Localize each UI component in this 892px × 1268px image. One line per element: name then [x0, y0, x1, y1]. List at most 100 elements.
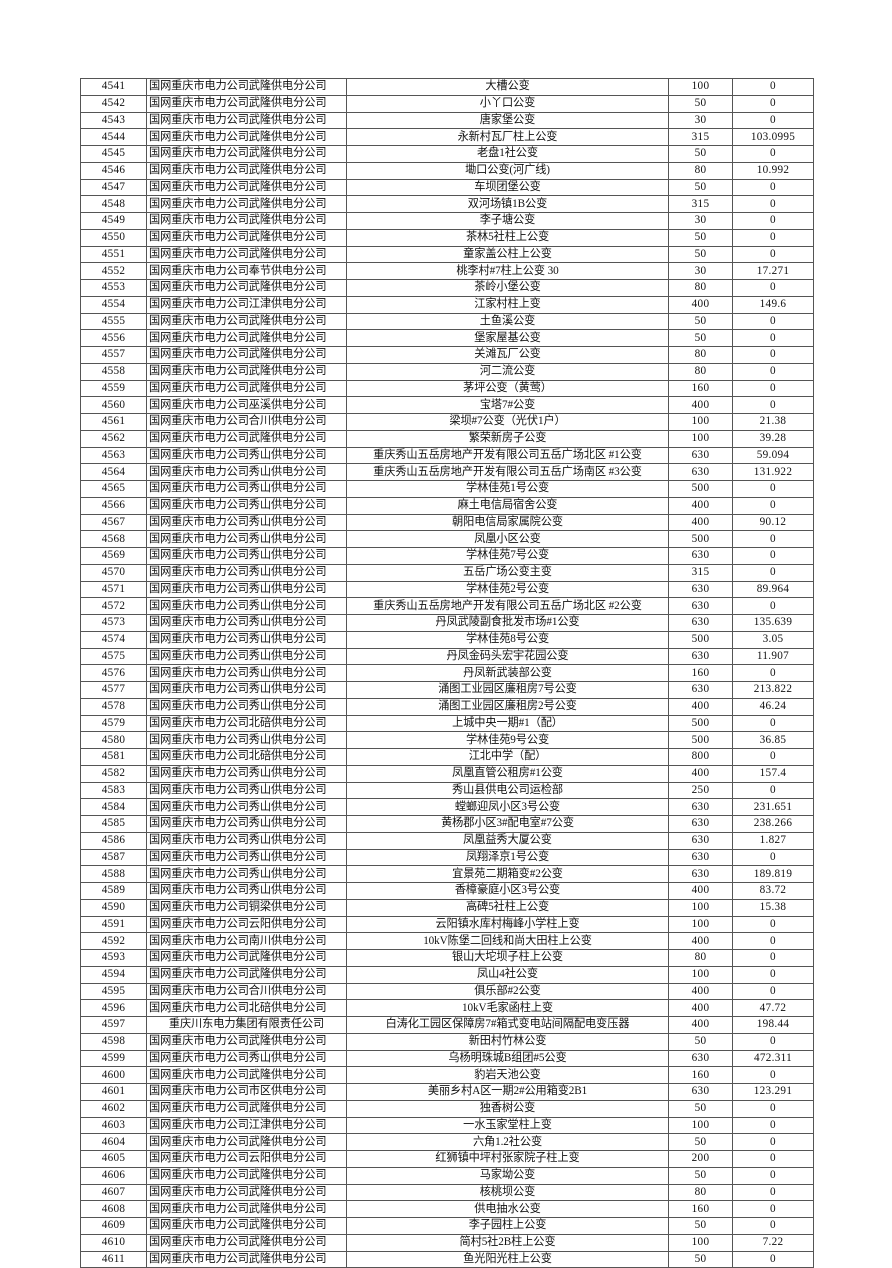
- cell-value: 472.311: [732, 1049, 814, 1068]
- cell-capacity: 100: [668, 898, 733, 917]
- table-row: 4580 国网重庆市电力公司秀山供电分公司 学林佳苑9号公变 500 36.85: [80, 731, 814, 749]
- cell-value: 0: [732, 848, 814, 867]
- table-row: 4567 国网重庆市电力公司秀山供电分公司 朝阳电信局家属院公变 400 90.12: [80, 513, 814, 532]
- cell-index: 4597: [80, 1016, 147, 1034]
- cell-company: 国网重庆市电力公司武隆供电分公司: [146, 1166, 347, 1185]
- cell-name: 茶岭小堡公变: [346, 279, 669, 297]
- cell-name: 土鱼溪公变: [346, 312, 669, 331]
- table-row: 4610 国网重庆市电力公司武隆供电分公司 简村5社2B柱上公变 100 7.22: [80, 1233, 814, 1252]
- cell-index: 4593: [80, 949, 147, 967]
- cell-index: 4555: [80, 312, 147, 331]
- cell-capacity: 630: [668, 1049, 733, 1068]
- cell-company: 国网重庆市电力公司武隆供电分公司: [146, 94, 347, 113]
- cell-index: 4588: [80, 865, 147, 883]
- table-row: 4542 国网重庆市电力公司武隆供电分公司 小丫口公变 50 0: [80, 94, 814, 113]
- cell-name: 云阳镇水库村梅峰小学柱上变: [346, 915, 669, 934]
- table-row: 4579 国网重庆市电力公司北碚供电分公司 上城中央一期#1（配） 500 0: [80, 714, 814, 733]
- cell-name: 重庆秀山五岳房地产开发有限公司五岳广场南区 #3公变: [346, 463, 669, 481]
- cell-value: 0: [732, 949, 814, 967]
- cell-value: 213.822: [732, 681, 814, 699]
- cell-capacity: 315: [668, 563, 733, 582]
- cell-name: 宜景苑二期箱变#2公变: [346, 865, 669, 883]
- table-row: 4599 国网重庆市电力公司秀山供电分公司 乌杨明珠城B组团#5公变 630 472.3…: [80, 1049, 814, 1068]
- cell-value: 238.266: [732, 815, 814, 833]
- cell-index: 4608: [80, 1200, 147, 1218]
- cell-index: 4570: [80, 563, 147, 582]
- cell-index: 4580: [80, 731, 147, 749]
- cell-name: 凤凰益秀大厦公变: [346, 831, 669, 850]
- cell-value: 198.44: [732, 1016, 814, 1034]
- cell-index: 4567: [80, 513, 147, 532]
- table-row: 4547 国网重庆市电力公司武隆供电分公司 车坝团堡公变 50 0: [80, 178, 814, 197]
- cell-index: 4601: [80, 1083, 147, 1101]
- cell-capacity: 630: [668, 681, 733, 699]
- cell-capacity: 630: [668, 580, 733, 599]
- table-row: 4562 国网重庆市电力公司武隆供电分公司 繁荣新房子公变 100 39.28: [80, 429, 814, 448]
- table-body: 4541 国网重庆市电力公司武隆供电分公司 大槽公变 100 0 4542 国网重庆市电力公…: [80, 78, 814, 1268]
- cell-name: 重庆秀山五岳房地产开发有限公司五岳广场北区 #1公变: [346, 446, 669, 465]
- cell-name: 涌图工业园区廉租房7号公变: [346, 681, 669, 699]
- cell-name: 秀山县供电公司运检部: [346, 781, 669, 800]
- cell-company: 国网重庆市电力公司武隆供电分公司: [146, 379, 347, 398]
- cell-capacity: 400: [668, 295, 733, 314]
- cell-company: 国网重庆市电力公司秀山供电分公司: [146, 664, 347, 682]
- table-row: 4552 国网重庆市电力公司奉节供电分公司 桃李村#7柱上公变 30 30 17.271: [80, 262, 814, 280]
- cell-name: 五岳广场公变主变: [346, 563, 669, 582]
- cell-value: 0: [732, 1066, 814, 1084]
- cell-capacity: 100: [668, 1233, 733, 1252]
- table-row: 4592 国网重庆市电力公司南川供电分公司 10kV陈堡二回线和尚大田柱上公变 400…: [80, 932, 814, 950]
- cell-name: 堡家屋基公变: [346, 329, 669, 347]
- cell-name: 小丫口公变: [346, 94, 669, 113]
- cell-capacity: 400: [668, 982, 733, 1001]
- cell-capacity: 630: [668, 463, 733, 481]
- cell-index: 4557: [80, 346, 147, 364]
- cell-value: 0: [732, 228, 814, 247]
- cell-index: 4572: [80, 597, 147, 615]
- cell-name: 黄杨郡小区3#配电室#7公变: [346, 815, 669, 833]
- cell-value: 0: [732, 1183, 814, 1202]
- cell-value: 0: [732, 965, 814, 984]
- cell-capacity: 630: [668, 446, 733, 465]
- cell-name: 茶林5社柱上公变: [346, 228, 669, 247]
- cell-name: 朝阳电信局家属院公变: [346, 513, 669, 532]
- table-row: 4546 国网重庆市电力公司武隆供电分公司 墈口公变(河广线) 80 10.992: [80, 161, 814, 180]
- cell-name: 梁坝#7公变（光伏1户）: [346, 413, 669, 431]
- cell-company: 国网重庆市电力公司武隆供电分公司: [146, 1217, 347, 1235]
- table-row: 4595 国网重庆市电力公司合川供电分公司 俱乐部#2公变 400 0: [80, 982, 814, 1001]
- cell-company: 国网重庆市电力公司武隆供电分公司: [146, 1066, 347, 1084]
- cell-capacity: 100: [668, 965, 733, 984]
- cell-company: 国网重庆市电力公司铜梁供电分公司: [146, 898, 347, 917]
- cell-name: 麻土电信局宿舍公变: [346, 496, 669, 515]
- cell-value: 0: [732, 781, 814, 800]
- cell-company: 国网重庆市电力公司江津供电分公司: [146, 295, 347, 314]
- cell-value: 0: [732, 547, 814, 565]
- table-row: 4568 国网重庆市电力公司秀山供电分公司 凤凰小区公变 500 0: [80, 530, 814, 548]
- table-row: 4564 国网重庆市电力公司秀山供电分公司 重庆秀山五岳房地产开发有限公司五岳广场南…: [80, 463, 814, 481]
- cell-value: 0: [732, 1166, 814, 1185]
- cell-company: 国网重庆市电力公司武隆供电分公司: [146, 1183, 347, 1202]
- table-row: 4577 国网重庆市电力公司秀山供电分公司 涌图工业园区廉租房7号公变 630 213.…: [80, 681, 814, 699]
- cell-capacity: 400: [668, 1016, 733, 1034]
- cell-index: 4578: [80, 697, 147, 716]
- cell-index: 4599: [80, 1049, 147, 1068]
- cell-capacity: 50: [668, 1217, 733, 1235]
- cell-company: 国网重庆市电力公司武隆供电分公司: [146, 161, 347, 180]
- cell-company: 重庆川东电力集团有限责任公司: [146, 1016, 347, 1034]
- cell-name: 学林佳苑9号公变: [346, 731, 669, 749]
- cell-company: 国网重庆市电力公司武隆供电分公司: [146, 279, 347, 297]
- cell-value: 0: [732, 1032, 814, 1051]
- cell-index: 4607: [80, 1183, 147, 1202]
- cell-capacity: 30: [668, 212, 733, 230]
- cell-index: 4591: [80, 915, 147, 934]
- table-row: 4602 国网重庆市电力公司武隆供电分公司 独香树公变 50 0: [80, 1099, 814, 1118]
- cell-capacity: 100: [668, 413, 733, 431]
- cell-company: 国网重庆市电力公司武隆供电分公司: [146, 346, 347, 364]
- cell-capacity: 630: [668, 831, 733, 850]
- cell-company: 国网重庆市电力公司秀山供电分公司: [146, 764, 347, 783]
- cell-capacity: 400: [668, 396, 733, 414]
- cell-index: 4553: [80, 279, 147, 297]
- cell-name: 车坝团堡公变: [346, 178, 669, 197]
- cell-capacity: 50: [668, 1250, 733, 1268]
- cell-value: 3.05: [732, 630, 814, 649]
- cell-index: 4605: [80, 1150, 147, 1168]
